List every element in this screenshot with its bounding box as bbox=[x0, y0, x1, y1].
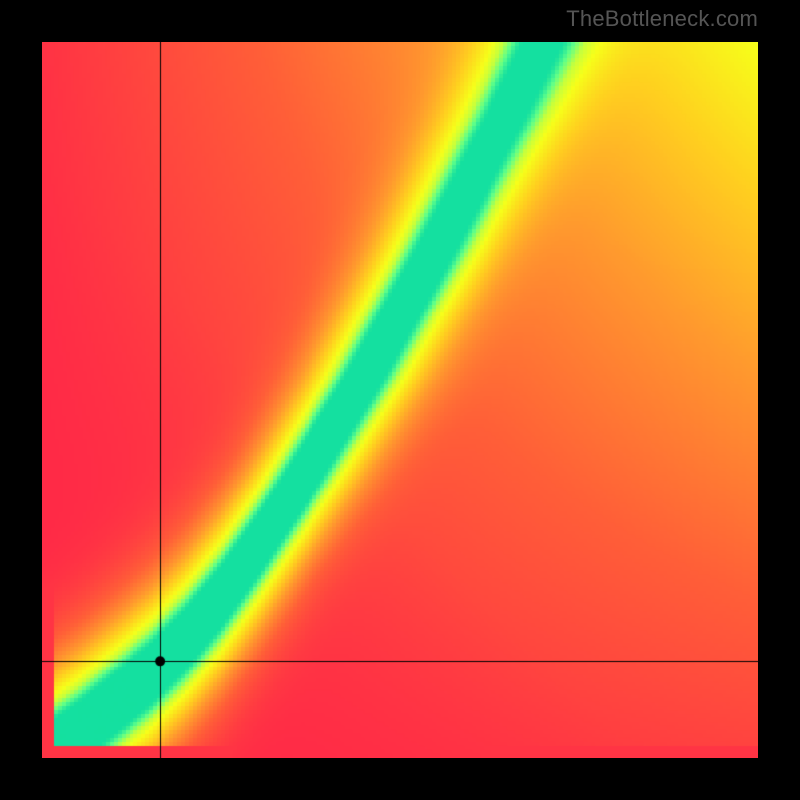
heatmap-canvas bbox=[42, 42, 758, 758]
chart-container: TheBottleneck.com bbox=[0, 0, 800, 800]
heatmap-plot bbox=[42, 42, 758, 758]
attribution-label: TheBottleneck.com bbox=[566, 6, 758, 32]
